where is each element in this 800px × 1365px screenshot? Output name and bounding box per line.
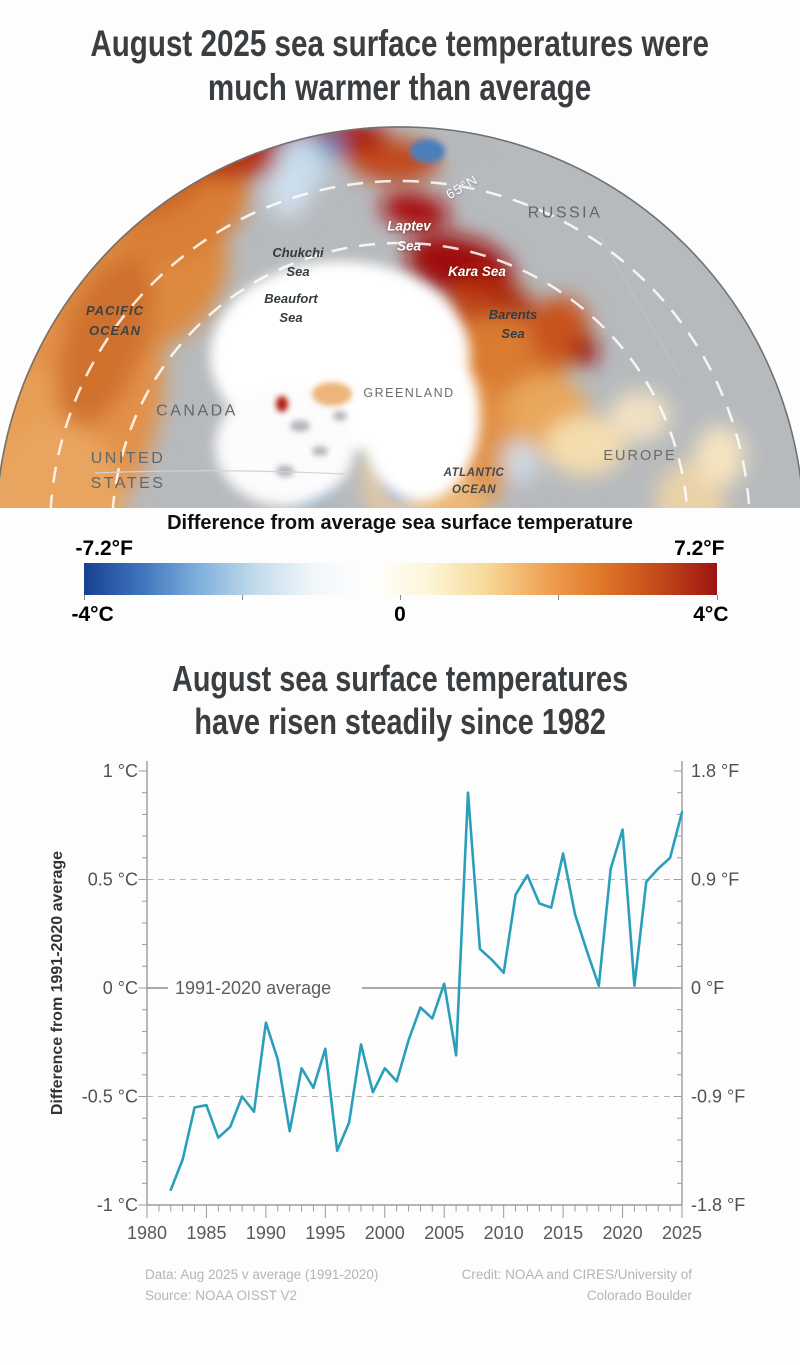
russia-border — [599, 235, 681, 377]
y-tick-label-left: 0.5 °C — [88, 870, 138, 890]
legend-f-max: 7.2°F — [674, 537, 725, 561]
chart-title-line2: have risen steadily since 1982 — [194, 701, 606, 743]
footer-source-line: Source: NOAA OISST V2 — [145, 1288, 298, 1304]
latitude-circle-75n — [110, 241, 690, 509]
footer-credit: Credit: NOAA and CIRES/University of Col… — [462, 1265, 692, 1307]
x-tick-label: 1985 — [186, 1223, 226, 1243]
legend-title: Difference from average sea surface temp… — [167, 512, 633, 535]
x-tick-label: 1995 — [305, 1223, 345, 1243]
arctic-archipelago — [276, 132, 495, 478]
x-tick-label: 2005 — [424, 1223, 464, 1243]
legend-celsius-row: -4°C 0 4°C — [72, 603, 729, 627]
chart-title-line1: August sea surface temperatures — [171, 658, 629, 700]
footer-credit-line1: Credit: NOAA and CIRES/University of — [461, 1267, 692, 1283]
legend-c-min: -4°C — [71, 603, 114, 627]
legend-c-zero: 0 — [394, 603, 406, 627]
footer-data-line: Data: Aug 2025 v average (1991-2020) — [145, 1267, 379, 1283]
y-tick-label-right: 0 °F — [691, 978, 724, 998]
x-tick-label: 2000 — [365, 1223, 405, 1243]
arctic-sst-map: PACIFIC OCEAN Chukchi Sea Beaufort Sea Lapt… — [0, 116, 800, 509]
chart-title: August sea surface temperatures have ris… — [0, 657, 800, 743]
y-tick-label-left: -1 °C — [97, 1195, 138, 1215]
sst-trend-line — [169, 791, 684, 1192]
legend-c-max: 4°C — [693, 603, 729, 627]
x-tick-label: 2015 — [543, 1223, 583, 1243]
x-tick-label: 1990 — [246, 1223, 286, 1243]
x-tick-label: 2020 — [603, 1223, 643, 1243]
y-tick-label-right: -0.9 °F — [691, 1087, 745, 1107]
infographic-page: { "map_section": { "title_line1": "Augus… — [0, 22, 800, 1365]
y-tick-label-left: 1 °C — [103, 761, 138, 781]
footer-source: Data: Aug 2025 v average (1991-2020) Sou… — [145, 1265, 378, 1307]
sea-ice-cap — [210, 261, 480, 507]
map-title-line2: much warmer than average — [208, 67, 592, 109]
map-title: August 2025 sea surface temperatures wer… — [0, 22, 800, 110]
map-legend: Difference from average sea surface temp… — [0, 512, 800, 627]
y-tick-label-right: 0.9 °F — [691, 870, 739, 890]
footer: Data: Aug 2025 v average (1991-2020) Sou… — [0, 1259, 800, 1307]
x-tick-label: 2025 — [662, 1223, 702, 1243]
map-title-line1: August 2025 sea surface temperatures wer… — [90, 23, 710, 64]
legend-color-gradient — [83, 563, 717, 596]
y-tick-label-right: -1.8 °F — [691, 1195, 745, 1215]
globe-outline — [0, 126, 800, 509]
y-axis-title: Difference from 1991-2020 average — [49, 851, 66, 1115]
globe — [0, 126, 800, 509]
baseline-label: 1991-2020 average — [175, 978, 331, 998]
y-tick-label-left: -0.5 °C — [82, 1087, 138, 1107]
y-tick-label-right: 1.8 °F — [691, 761, 739, 781]
y-tick-label-left: 0 °C — [103, 978, 138, 998]
legend-f-min: -7.2°F — [75, 537, 133, 561]
baseline-label-bg — [168, 975, 362, 1002]
us-canada-border — [94, 470, 346, 475]
legend-scale: -7.2°F 7.2°F -4°C 0 4°C — [72, 537, 729, 627]
sst-trend-chart: 1991-2020 average 1980 1985 1990 1995 2000 200… — [49, 761, 745, 1243]
footer-credit-line2: Colorado Boulder — [586, 1288, 692, 1304]
x-tick-label: 2010 — [484, 1223, 524, 1243]
legend-ticks — [83, 595, 718, 601]
arctic-sst-map-graphic — [0, 126, 800, 509]
land-base — [0, 126, 800, 509]
x-tick-label: 1980 — [127, 1223, 167, 1243]
legend-fahrenheit-row: -7.2°F 7.2°F — [76, 537, 725, 561]
